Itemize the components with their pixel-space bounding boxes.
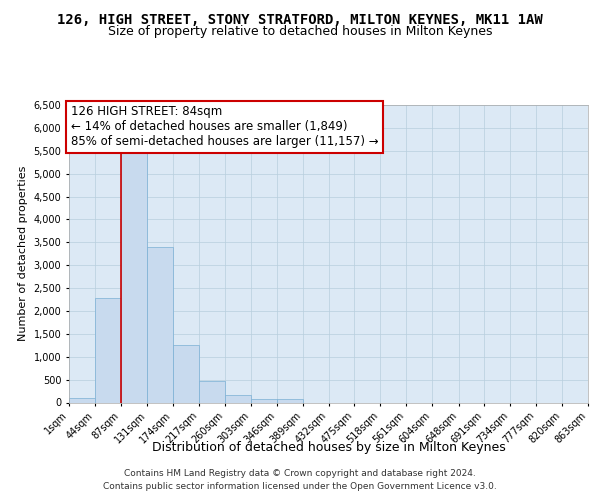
Bar xyxy=(147,247,173,402)
Text: Contains HM Land Registry data © Crown copyright and database right 2024.
Contai: Contains HM Land Registry data © Crown c… xyxy=(103,469,497,491)
Bar xyxy=(199,382,225,402)
Text: 126, HIGH STREET, STONY STRATFORD, MILTON KEYNES, MK11 1AW: 126, HIGH STREET, STONY STRATFORD, MILTO… xyxy=(57,12,543,26)
Bar xyxy=(251,399,277,402)
Y-axis label: Number of detached properties: Number of detached properties xyxy=(18,166,28,342)
Bar xyxy=(173,345,199,403)
Bar xyxy=(277,399,302,402)
Bar xyxy=(69,398,95,402)
Text: 126 HIGH STREET: 84sqm
← 14% of detached houses are smaller (1,849)
85% of semi-: 126 HIGH STREET: 84sqm ← 14% of detached… xyxy=(71,106,379,148)
Text: Distribution of detached houses by size in Milton Keynes: Distribution of detached houses by size … xyxy=(152,441,506,454)
Bar xyxy=(95,298,121,403)
Bar xyxy=(121,142,147,402)
Bar xyxy=(225,394,251,402)
Text: Size of property relative to detached houses in Milton Keynes: Size of property relative to detached ho… xyxy=(108,25,492,38)
